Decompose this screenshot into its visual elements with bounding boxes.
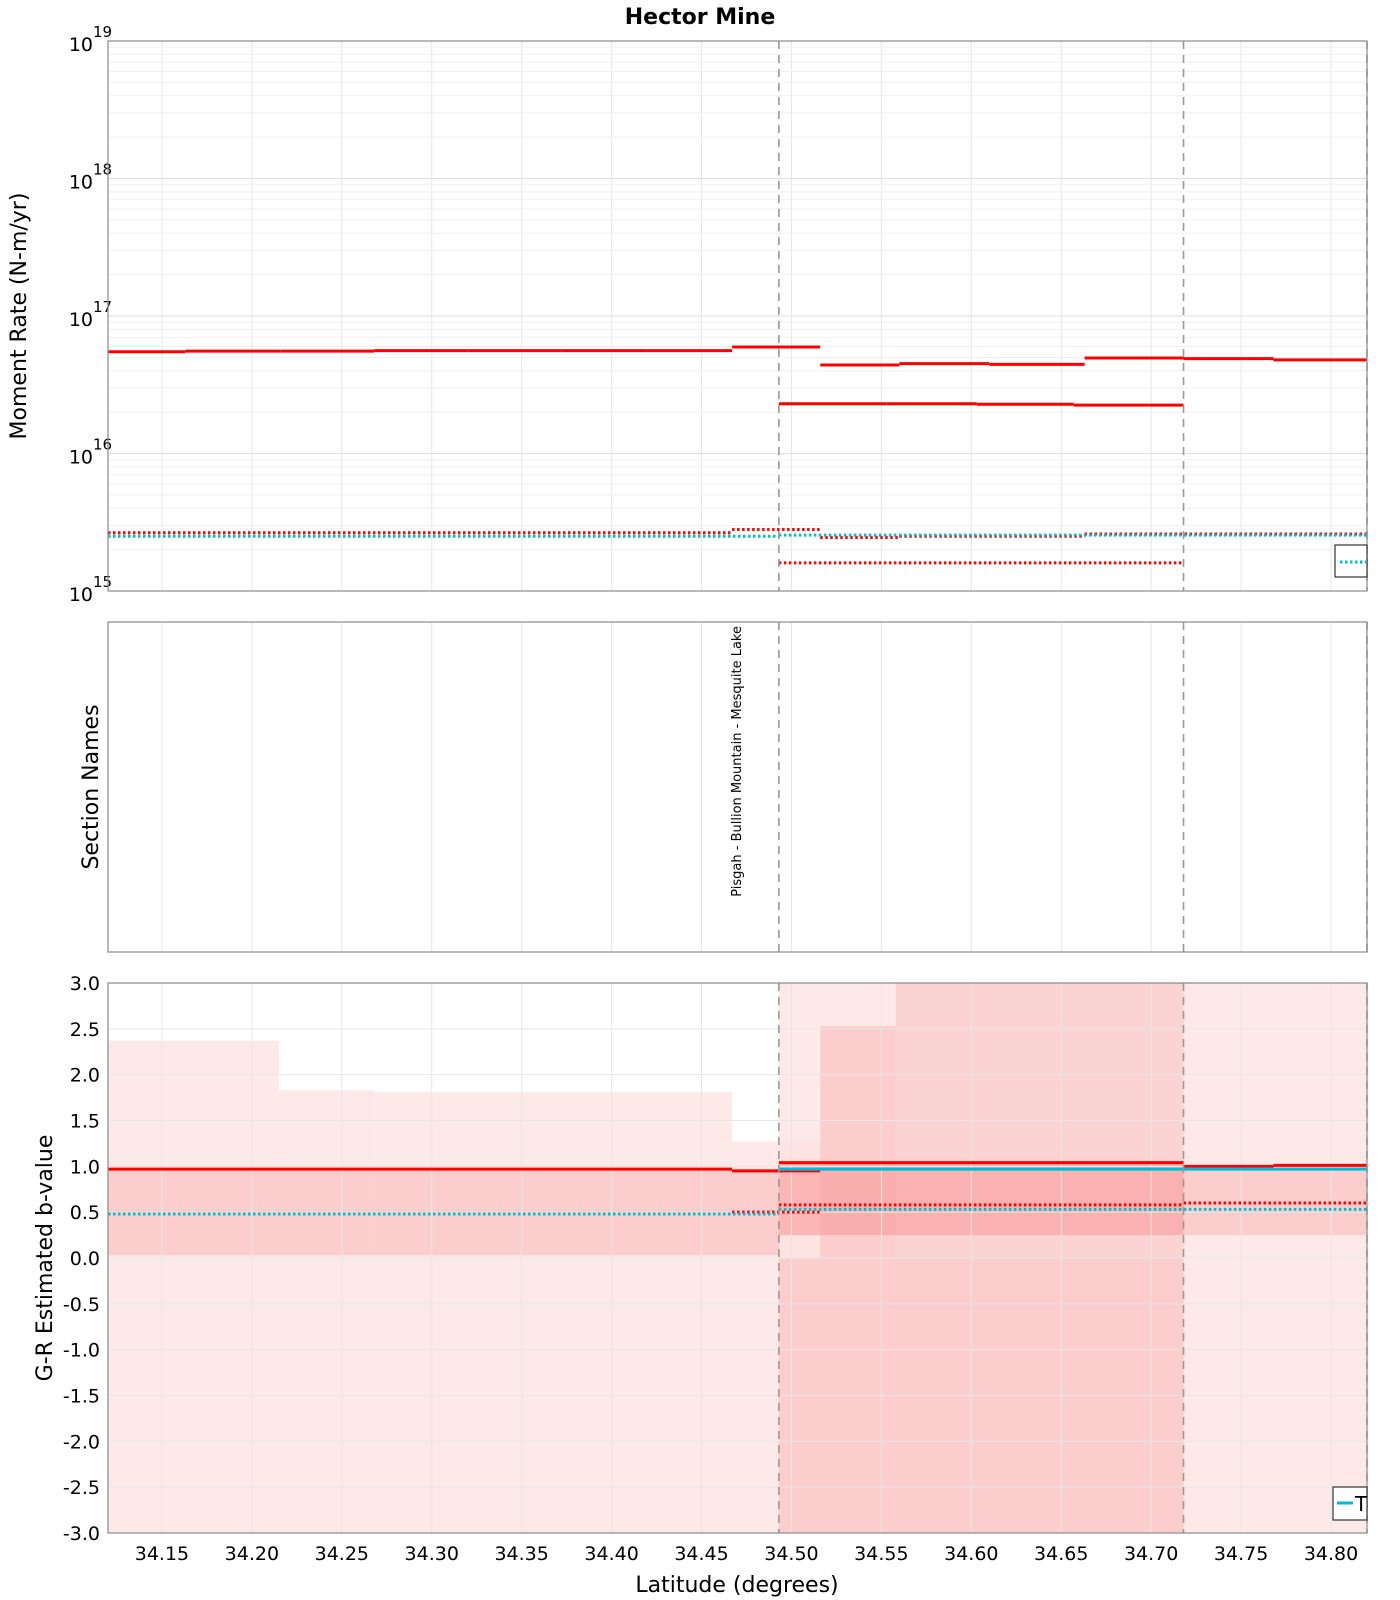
x-tick-label: 34.25 [315,1543,369,1565]
moment-y-tick-label: 10 [69,447,93,469]
x-tick-label: 34.55 [854,1543,908,1565]
x-tick-label: 34.30 [405,1543,459,1565]
b-value-y-tick-label: -2.5 [63,1477,100,1499]
b-value-y-tick-label: -1.5 [63,1386,100,1408]
chart-title: Hector Mine [625,5,776,30]
moment-y-tick-label: 10 [69,172,93,194]
b-value-plot-frame [107,982,1368,1534]
x-tick-label: 34.40 [584,1543,638,1565]
b-value-y-label: G-R Estimated b-value [33,1135,58,1382]
moment-y-tick-exponent: 19 [93,23,112,41]
b-value-y-tick-label: -0.5 [63,1294,100,1316]
b-value-y-tick-label: 2.0 [70,1065,100,1087]
b-value-confidence-band [778,1161,1184,1236]
moment-y-tick-exponent: 18 [93,161,112,179]
moment-y-tick-label: 10 [69,309,93,331]
b-value-legend-text: T [1354,1492,1368,1516]
x-tick-label: 34.70 [1124,1543,1178,1565]
b-value-y-tick-label: 3.0 [70,973,100,995]
b-value-legend: T [1332,1486,1368,1521]
section-names-y-label: Section Names [79,704,104,869]
x-axis-label: Latitude (degrees) [635,1573,838,1598]
b-value-confidence-band [1183,1166,1367,1236]
x-tick-label: 34.75 [1214,1543,1268,1565]
b-value-y-tick-label: 0.5 [70,1202,100,1224]
x-tick-label: 34.20 [225,1543,279,1565]
b-value-y-tick-label: -3.0 [63,1523,100,1545]
moment-y-tick-exponent: 15 [93,573,112,591]
b-value-panel: 3.0 2.5 2.0 1.5 1.0 0.5 0.0 -0.5 -1.0 -1.5 -2.0 -2.… [33,973,1368,1598]
x-tick-label: 34.80 [1304,1543,1358,1565]
moment-y-tick-label: 10 [69,584,93,606]
b-value-y-tick-label: 2.5 [70,1019,100,1041]
x-tick-label: 34.65 [1034,1543,1088,1565]
x-tick-label: 34.15 [135,1543,189,1565]
moment-rate-y-label: Moment Rate (N-m/yr) [7,193,32,440]
b-value-y-tick-label: 0.0 [70,1248,100,1270]
x-tick-label: 34.45 [674,1543,728,1565]
b-value-y-tick-label: 1.0 [70,1156,100,1178]
b-value-y-tick-label: -2.0 [63,1431,100,1453]
moment-y-tick-label: 10 [69,34,93,56]
b-value-y-tick-label: 1.5 [70,1111,100,1133]
moment-rate-plot-frame [107,40,1368,592]
moment-y-tick-exponent: 17 [93,298,112,316]
section-names-panel: Pisgah - Bullion Mountain - Mesquite Lak… [79,621,1368,953]
moment-y-tick-exponent: 16 [93,436,112,454]
moment-rate-legend [1334,544,1368,578]
x-tick-label: 34.50 [764,1543,818,1565]
section-names-plot-frame [107,621,1368,953]
x-tick-label: 34.60 [944,1543,998,1565]
b-value-y-tick-label: -1.0 [63,1340,100,1362]
x-tick-label: 34.35 [494,1543,548,1565]
section-name-label: Pisgah - Bullion Mountain - Mesquite Lak… [730,626,745,897]
